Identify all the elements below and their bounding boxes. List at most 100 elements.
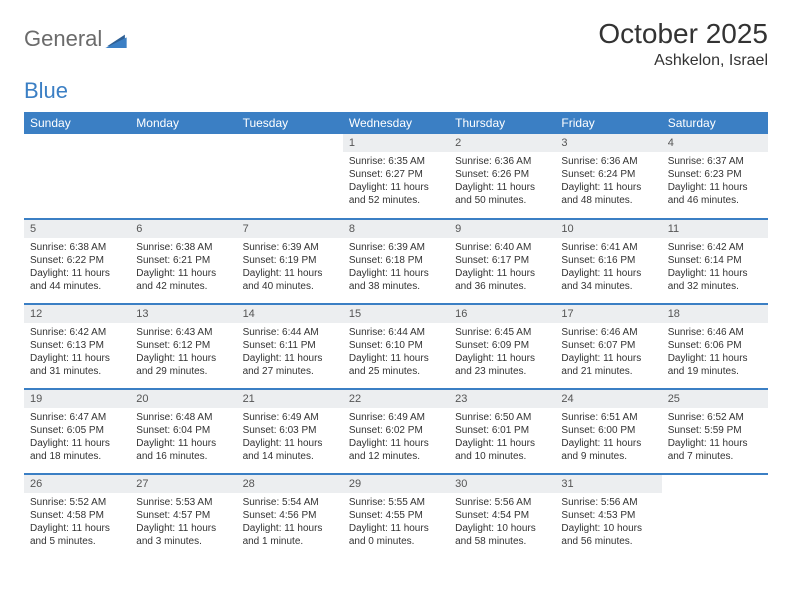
day-sunrise: Sunrise: 6:42 AM [30,326,124,339]
calendar-cell: 25Sunrise: 6:52 AMSunset: 5:59 PMDayligh… [662,389,768,474]
day-info: Sunrise: 5:52 AMSunset: 4:58 PMDaylight:… [24,493,130,552]
day-info: Sunrise: 6:36 AMSunset: 6:26 PMDaylight:… [449,152,555,211]
calendar-cell: 11Sunrise: 6:42 AMSunset: 6:14 PMDayligh… [662,219,768,304]
day-info: Sunrise: 5:53 AMSunset: 4:57 PMDaylight:… [130,493,236,552]
day-number: 17 [555,305,661,323]
day-day1: Daylight: 11 hours [30,352,124,365]
day-number: 24 [555,390,661,408]
day-number: 23 [449,390,555,408]
calendar-row: 12Sunrise: 6:42 AMSunset: 6:13 PMDayligh… [24,304,768,389]
day-sunrise: Sunrise: 6:45 AM [455,326,549,339]
weekday-header: Tuesday [237,112,343,134]
weekday-header: Thursday [449,112,555,134]
day-day1: Daylight: 11 hours [561,352,655,365]
day-sunrise: Sunrise: 6:41 AM [561,241,655,254]
day-sunset: Sunset: 6:06 PM [668,339,762,352]
day-sunrise: Sunrise: 5:53 AM [136,496,230,509]
title-block: October 2025 Ashkelon, Israel [598,18,768,70]
day-sunset: Sunset: 6:14 PM [668,254,762,267]
weekday-header: Friday [555,112,661,134]
day-info: Sunrise: 6:35 AMSunset: 6:27 PMDaylight:… [343,152,449,211]
day-sunrise: Sunrise: 5:52 AM [30,496,124,509]
day-day1: Daylight: 11 hours [136,522,230,535]
day-number: 13 [130,305,236,323]
day-sunrise: Sunrise: 6:49 AM [243,411,337,424]
day-info: Sunrise: 6:43 AMSunset: 6:12 PMDaylight:… [130,323,236,382]
day-number: 2 [449,134,555,152]
calendar-cell: 21Sunrise: 6:49 AMSunset: 6:03 PMDayligh… [237,389,343,474]
day-info: Sunrise: 6:50 AMSunset: 6:01 PMDaylight:… [449,408,555,467]
day-info: Sunrise: 6:39 AMSunset: 6:19 PMDaylight:… [237,238,343,297]
day-day2: and 21 minutes. [561,365,655,378]
calendar-cell: 1Sunrise: 6:35 AMSunset: 6:27 PMDaylight… [343,134,449,219]
day-sunset: Sunset: 6:00 PM [561,424,655,437]
calendar-row: 5Sunrise: 6:38 AMSunset: 6:22 PMDaylight… [24,219,768,304]
day-day2: and 52 minutes. [349,194,443,207]
day-sunrise: Sunrise: 6:46 AM [668,326,762,339]
day-sunset: Sunset: 6:19 PM [243,254,337,267]
day-number: 21 [237,390,343,408]
day-day2: and 23 minutes. [455,365,549,378]
calendar-cell: 24 Sunrise: 6:51 AMSunset: 6:00 PMDayligh… [555,389,661,474]
day-day1: Daylight: 11 hours [30,267,124,280]
calendar-cell [130,134,236,219]
month-title: October 2025 [598,18,768,50]
day-day1: Daylight: 11 hours [668,437,762,450]
calendar-body: 1Sunrise: 6:35 AMSunset: 6:27 PMDaylight… [24,134,768,559]
day-day2: and 1 minute. [243,535,337,548]
calendar-cell: 30Sunrise: 5:56 AMSunset: 4:54 PMDayligh… [449,474,555,559]
day-sunset: Sunset: 6:09 PM [455,339,549,352]
day-number: 30 [449,475,555,493]
day-day1: Daylight: 11 hours [243,437,337,450]
day-number: 31 [555,475,661,493]
day-info: Sunrise: 6:49 AMSunset: 6:02 PMDaylight:… [343,408,449,467]
day-day1: Daylight: 11 hours [455,437,549,450]
day-sunrise: Sunrise: 6:44 AM [349,326,443,339]
day-info: Sunrise: 6:44 AMSunset: 6:11 PMDaylight:… [237,323,343,382]
day-day2: and 5 minutes. [30,535,124,548]
day-number: 22 [343,390,449,408]
day-sunset: Sunset: 6:11 PM [243,339,337,352]
day-sunrise: Sunrise: 6:51 AM [561,411,655,424]
day-day1: Daylight: 11 hours [349,267,443,280]
day-info: Sunrise: 6:44 AMSunset: 6:10 PMDaylight:… [343,323,449,382]
day-number: 16 [449,305,555,323]
day-day1: Daylight: 11 hours [668,181,762,194]
day-number: 4 [662,134,768,152]
day-number: 3 [555,134,661,152]
day-sunrise: Sunrise: 6:40 AM [455,241,549,254]
day-info: Sunrise: 5:56 AMSunset: 4:54 PMDaylight:… [449,493,555,552]
day-info: Sunrise: 5:54 AMSunset: 4:56 PMDaylight:… [237,493,343,552]
day-day2: and 29 minutes. [136,365,230,378]
day-day2: and 48 minutes. [561,194,655,207]
calendar-cell: 20Sunrise: 6:48 AMSunset: 6:04 PMDayligh… [130,389,236,474]
day-sunset: Sunset: 6:26 PM [455,168,549,181]
day-info: Sunrise: 6:42 AMSunset: 6:14 PMDaylight:… [662,238,768,297]
day-sunset: Sunset: 6:17 PM [455,254,549,267]
day-sunrise: Sunrise: 6:52 AM [668,411,762,424]
day-day1: Daylight: 11 hours [561,437,655,450]
calendar-cell: 4Sunrise: 6:37 AMSunset: 6:23 PMDaylight… [662,134,768,219]
day-number: 20 [130,390,236,408]
day-day1: Daylight: 11 hours [136,352,230,365]
calendar-cell [662,474,768,559]
day-day1: Daylight: 11 hours [561,181,655,194]
day-info: Sunrise: 6:48 AMSunset: 6:04 PMDaylight:… [130,408,236,467]
day-sunrise: Sunrise: 6:46 AM [561,326,655,339]
day-day1: Daylight: 11 hours [243,352,337,365]
day-number: 29 [343,475,449,493]
day-sunset: Sunset: 6:22 PM [30,254,124,267]
day-info: Sunrise: 6:39 AMSunset: 6:18 PMDaylight:… [343,238,449,297]
day-day2: and 10 minutes. [455,450,549,463]
day-sunset: Sunset: 6:04 PM [136,424,230,437]
day-number: 14 [237,305,343,323]
day-day2: and 14 minutes. [243,450,337,463]
day-info: Sunrise: 6:40 AMSunset: 6:17 PMDaylight:… [449,238,555,297]
day-day2: and 34 minutes. [561,280,655,293]
day-sunset: Sunset: 6:18 PM [349,254,443,267]
day-info: Sunrise: 6:47 AMSunset: 6:05 PMDaylight:… [24,408,130,467]
day-number: 10 [555,220,661,238]
day-sunrise: Sunrise: 5:55 AM [349,496,443,509]
day-number: 12 [24,305,130,323]
day-day1: Daylight: 11 hours [30,437,124,450]
